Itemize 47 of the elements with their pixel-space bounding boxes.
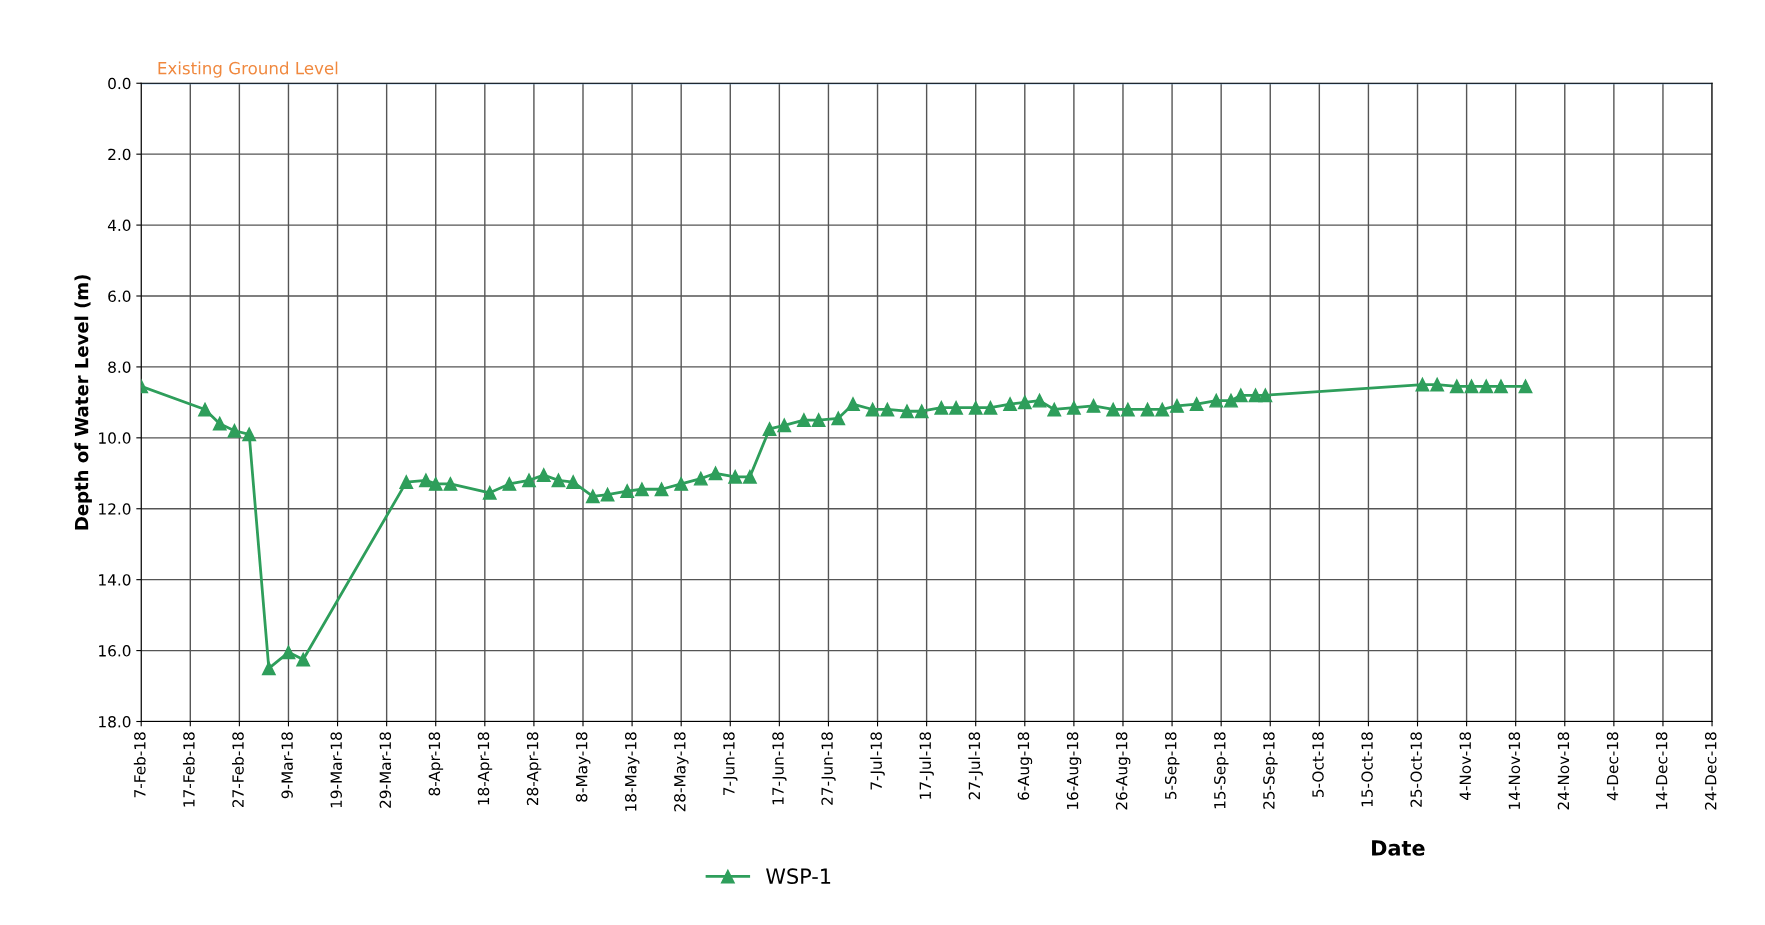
x-tick-label: 28-Apr-18 (526, 732, 542, 806)
x-tick-label: 8-May-18 (575, 732, 591, 802)
x-tick-label: 5-Oct-18 (1312, 732, 1324, 798)
x-tick-label: 15-Oct-18 (1361, 732, 1373, 807)
x-tick-label: 28-May-18 (674, 732, 689, 812)
y-tick-label: 4.0 (107, 219, 131, 232)
x-tick-label: 7-Jul-18 (870, 732, 885, 790)
x-tick-label: 16-Aug-18 (1066, 732, 1082, 809)
y-tick-label: 10.0 (99, 432, 131, 444)
y-tick-label: 0.0 (108, 77, 131, 90)
x-axis-title: Date (1372, 840, 1425, 856)
x-tick-label: 26-Aug-18 (1115, 732, 1131, 810)
x-tick-label: 4-Dec-18 (1606, 732, 1619, 801)
x-tick-label: 18-May-18 (624, 732, 640, 811)
x-tick-label: 9-Mar-18 (281, 732, 293, 799)
y-tick-label: 6.0 (108, 290, 131, 303)
y-tick-label: 16.0 (99, 645, 131, 657)
x-tick-label: 7-Feb-18 (133, 732, 146, 798)
x-tick-label: 27-Jun-18 (821, 732, 836, 805)
x-tick-label: 24-Nov-18 (1557, 732, 1570, 810)
x-tick-label: 24-Dec-18 (1704, 732, 1717, 810)
y-tick-label: 12.0 (99, 503, 131, 515)
x-tick-label: 25-Oct-18 (1410, 732, 1422, 807)
x-tick-label: 6-Aug-18 (1017, 732, 1033, 800)
x-tick-label: 5-Sep-18 (1164, 732, 1180, 800)
x-tick-label: 19-Mar-18 (330, 732, 342, 808)
x-tick-label: 27-Jul-18 (968, 732, 983, 800)
x-tick-label: 14-Dec-18 (1655, 732, 1668, 810)
x-tick-label: 8-Apr-18 (428, 732, 444, 796)
y-tick-label: 18.0 (99, 715, 131, 728)
x-tick-label: 14-Nov-18 (1508, 732, 1521, 809)
ref-line-label: Existing Ground Level (158, 61, 338, 78)
x-tick-label: 17-Jul-18 (919, 732, 934, 799)
y-tick-label: 2.0 (108, 148, 131, 161)
x-tick-label: 4-Nov-18 (1459, 732, 1472, 801)
x-tick-label: 7-Jun-18 (723, 732, 738, 795)
y-tick-label: 14.0 (99, 574, 131, 586)
x-tick-label: 18-Apr-18 (477, 732, 493, 805)
x-tick-label: 15-Sep-18 (1214, 732, 1229, 809)
y-tick-label: 8.0 (108, 361, 131, 373)
x-tick-label: 17-Jun-18 (772, 732, 787, 805)
x-tick-label: 17-Feb-18 (182, 732, 195, 807)
x-tick-label: 25-Sep-18 (1263, 732, 1278, 809)
legend-label: WSP-1 (766, 868, 831, 885)
x-tick-label: 29-Mar-18 (379, 732, 392, 808)
y-axis-title: Depth of Water Level (m) (74, 275, 92, 530)
x-tick-label: 27-Feb-18 (231, 732, 244, 808)
